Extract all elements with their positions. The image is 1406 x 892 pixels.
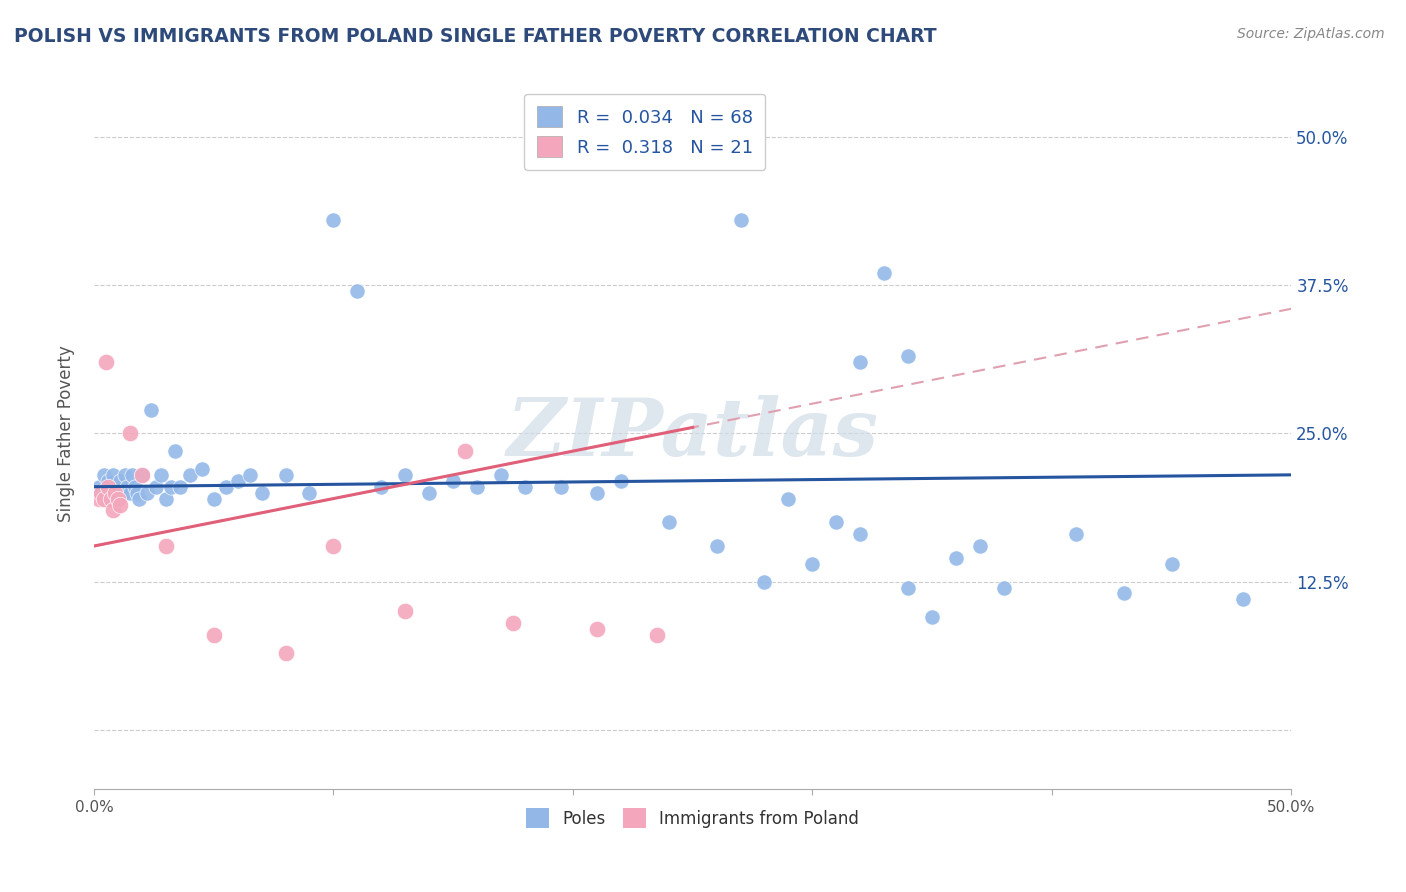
Point <box>125 485 148 500</box>
Point <box>730 212 752 227</box>
Point <box>394 604 416 618</box>
Point <box>1112 586 1135 600</box>
Point <box>141 402 163 417</box>
Point <box>114 467 136 482</box>
Point <box>179 467 201 482</box>
Point <box>513 480 536 494</box>
Point <box>969 539 991 553</box>
Point <box>90 485 112 500</box>
Point <box>118 485 141 500</box>
Point <box>274 646 297 660</box>
Point <box>131 467 153 482</box>
Point <box>585 622 607 636</box>
Text: POLISH VS IMMIGRANTS FROM POLAND SINGLE FATHER POVERTY CORRELATION CHART: POLISH VS IMMIGRANTS FROM POLAND SINGLE … <box>14 27 936 45</box>
Point <box>585 485 607 500</box>
Point <box>897 349 920 363</box>
Point <box>90 485 112 500</box>
Point <box>658 516 681 530</box>
Point <box>101 467 124 482</box>
Point <box>825 516 848 530</box>
Point <box>993 581 1015 595</box>
Point <box>370 480 392 494</box>
Point <box>104 491 127 506</box>
Point <box>1064 527 1087 541</box>
Point <box>94 491 117 506</box>
Point <box>124 480 146 494</box>
Point <box>101 503 124 517</box>
Point <box>322 212 344 227</box>
Point <box>550 480 572 494</box>
Point <box>117 480 139 494</box>
Text: Source: ZipAtlas.com: Source: ZipAtlas.com <box>1237 27 1385 41</box>
Point <box>100 485 122 500</box>
Point <box>97 480 120 494</box>
Point <box>465 480 488 494</box>
Point <box>441 474 464 488</box>
Point <box>131 467 153 482</box>
Point <box>489 467 512 482</box>
Point <box>322 539 344 553</box>
Point <box>118 426 141 441</box>
Point <box>97 474 120 488</box>
Point <box>239 467 262 482</box>
Point <box>849 527 872 541</box>
Point <box>110 474 132 488</box>
Point <box>897 581 920 595</box>
Point <box>298 485 321 500</box>
Point <box>454 444 477 458</box>
Text: ZIPatlas: ZIPatlas <box>506 394 879 472</box>
Point <box>610 474 633 488</box>
Point <box>778 491 800 506</box>
Point <box>190 462 212 476</box>
Point <box>801 557 824 571</box>
Point <box>202 628 225 642</box>
Point <box>107 480 129 494</box>
Point <box>94 355 117 369</box>
Point <box>87 491 110 506</box>
Point <box>107 491 129 506</box>
Point <box>135 485 157 500</box>
Point <box>165 444 187 458</box>
Point <box>159 480 181 494</box>
Point <box>945 550 967 565</box>
Point <box>226 474 249 488</box>
Point <box>93 491 115 506</box>
Point <box>418 485 440 500</box>
Point <box>274 467 297 482</box>
Legend: Poles, Immigrants from Poland: Poles, Immigrants from Poland <box>519 802 866 834</box>
Point <box>145 480 167 494</box>
Point <box>202 491 225 506</box>
Point <box>155 539 177 553</box>
Point <box>873 266 896 280</box>
Point <box>1160 557 1182 571</box>
Point <box>169 480 191 494</box>
Point <box>110 498 132 512</box>
Point <box>155 491 177 506</box>
Point <box>214 480 236 494</box>
Point <box>104 485 127 500</box>
Point <box>346 284 368 298</box>
Point <box>111 485 134 500</box>
Point <box>754 574 776 589</box>
Point <box>645 628 668 642</box>
Point <box>149 467 172 482</box>
Y-axis label: Single Father Poverty: Single Father Poverty <box>58 345 75 522</box>
Point <box>128 491 150 506</box>
Point <box>849 355 872 369</box>
Point <box>93 467 115 482</box>
Point <box>121 467 143 482</box>
Point <box>502 616 524 631</box>
Point <box>921 610 943 624</box>
Point <box>394 467 416 482</box>
Point <box>1232 592 1254 607</box>
Point <box>100 491 122 506</box>
Point <box>87 480 110 494</box>
Point <box>250 485 273 500</box>
Point <box>706 539 728 553</box>
